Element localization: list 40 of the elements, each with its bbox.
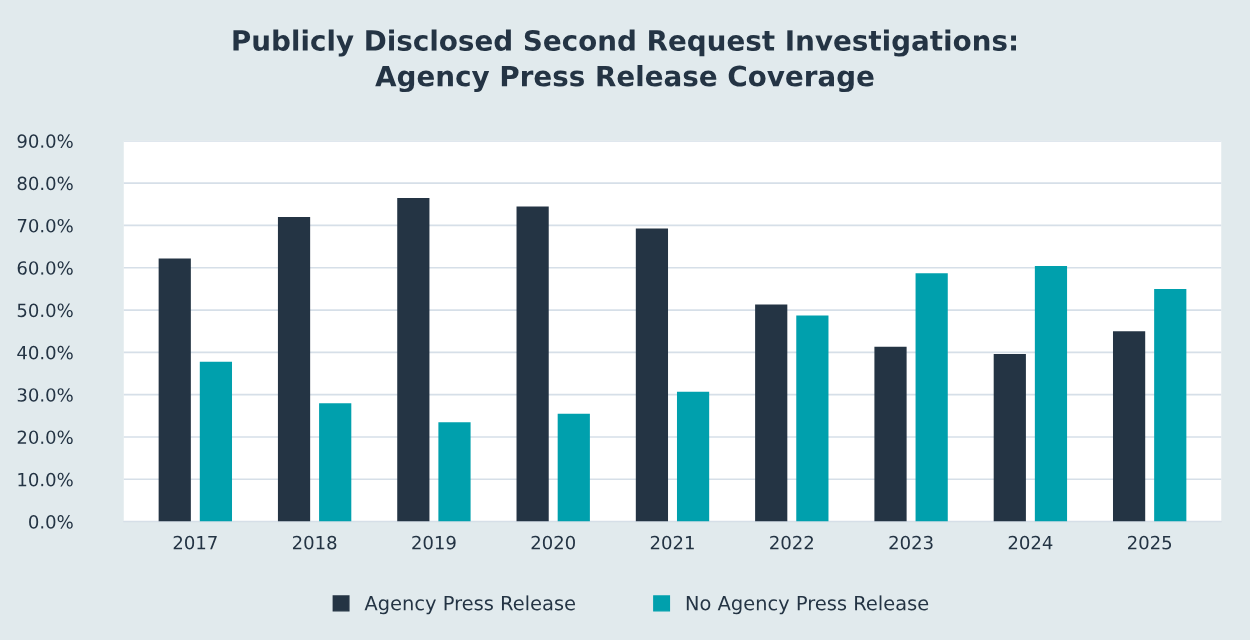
y-tick-label: 10.0%	[18, 472, 73, 487]
bar	[874, 346, 907, 522]
bar	[277, 216, 311, 522]
bar	[199, 361, 233, 522]
x-tick-label: 2018	[292, 535, 337, 550]
legend-label: No Agency Press Release	[686, 595, 929, 615]
y-tick-label: 30.0%	[17, 388, 73, 402]
bar	[915, 273, 948, 522]
x-tick-label: 2020	[531, 535, 575, 550]
x-tick-label: 2021	[650, 535, 694, 550]
bar	[319, 403, 352, 522]
x-tick-label: 2024	[1008, 535, 1053, 550]
bar	[397, 197, 430, 522]
x-tick-label: 2022	[770, 535, 813, 550]
bar	[557, 413, 590, 522]
bar	[1154, 288, 1187, 522]
legend-label: Agency Press Release	[364, 595, 576, 615]
bar	[1112, 331, 1146, 522]
chart-title: Publicly Disclosed Second Request Investigations: Agency Press Release Coverage	[233, 29, 1016, 93]
y-tick-label: 0.0%	[29, 515, 73, 529]
y-tick-label: 60.0%	[17, 261, 73, 275]
bar	[438, 422, 471, 522]
bar	[516, 206, 549, 522]
bar	[796, 315, 829, 522]
y-tick-label: 20.0%	[17, 430, 73, 445]
y-tick-label: 90.0%	[17, 134, 73, 148]
y-tick-label: 80.0%	[17, 176, 73, 191]
bar	[635, 228, 669, 522]
bar	[676, 391, 710, 522]
bar	[993, 354, 1026, 522]
bar	[755, 304, 788, 522]
y-tick-label: 40.0%	[17, 345, 73, 360]
bar	[1034, 266, 1068, 522]
x-tick-label: 2023	[889, 535, 933, 550]
x-tick-label: 2019	[412, 535, 456, 550]
y-tick-label: 70.0%	[17, 218, 73, 233]
x-tick-label: 2017	[173, 535, 217, 550]
bar	[158, 258, 191, 522]
y-tick-label: 50.0%	[17, 303, 73, 318]
x-tick-label: 2025	[1128, 535, 1172, 550]
